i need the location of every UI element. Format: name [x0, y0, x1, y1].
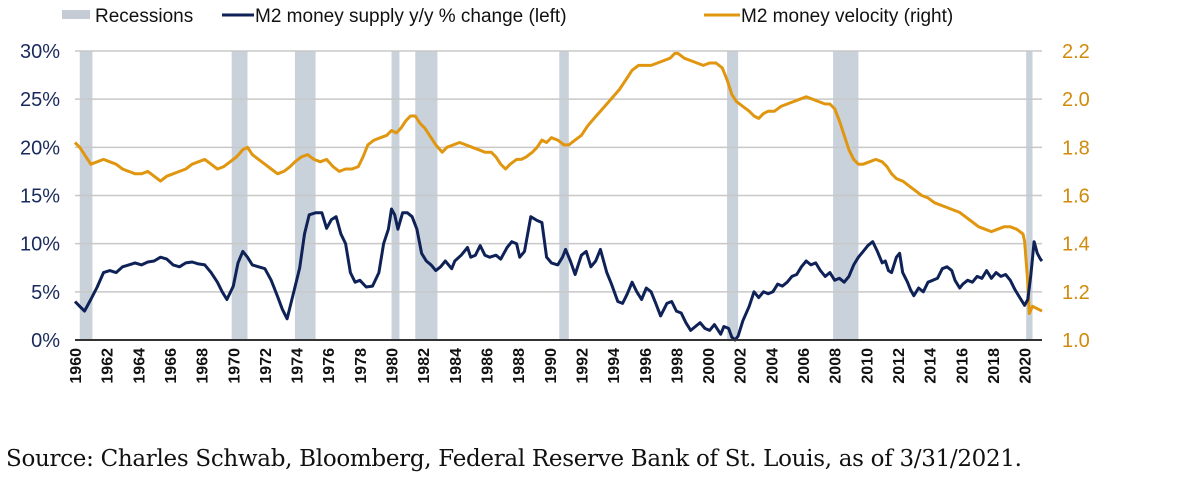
y-axis-right: 1.0 1.2 1.4 1.6 1.8 2.0 2.2 — [1062, 41, 1090, 352]
x-tick-label: 1962 — [100, 348, 117, 384]
x-tick-label: 1992 — [574, 348, 591, 384]
chart: Recessions M2 money supply y/y % change … — [20, 6, 1090, 384]
x-tick-label: 1998 — [669, 348, 686, 384]
x-tick-label: 2006 — [796, 348, 813, 384]
x-tick-label: 1970 — [226, 348, 243, 384]
y-axis-left: 0% 5% 10% 15% 20% 25% 30% — [20, 41, 60, 352]
y-tick-label-left: 10% — [20, 234, 60, 256]
x-tick-label: 1980 — [385, 348, 402, 384]
x-tick-label: 1968 — [195, 348, 212, 384]
series-line-m2-supply — [73, 207, 1044, 342]
x-tick-label: 2020 — [1018, 348, 1035, 384]
y-tick-label-right: 1.2 — [1062, 282, 1090, 304]
x-tick-label: 1974 — [290, 348, 307, 384]
y-tick-label-left: 20% — [20, 137, 60, 159]
y-tick-label-right: 2.0 — [1062, 89, 1090, 111]
x-tick-label: 1978 — [353, 348, 370, 384]
y-tick-label-right: 1.4 — [1062, 234, 1090, 256]
source-note: Source: Charles Schwab, Bloomberg, Feder… — [6, 446, 1022, 472]
x-tick-label: 2002 — [733, 348, 750, 384]
x-tick-label: 1966 — [163, 348, 180, 384]
legend-label-m2-supply: M2 money supply y/y % change (left) — [255, 6, 567, 27]
y-tick-label-left: 25% — [20, 89, 60, 111]
x-tick-label: 2000 — [701, 348, 718, 384]
y-tick-label-right: 2.2 — [1062, 41, 1090, 63]
series-line-m2-velocity — [73, 51, 1043, 315]
x-tick-label: 1984 — [448, 348, 465, 384]
gridlines — [75, 50, 1042, 293]
x-tick-label: 1996 — [638, 348, 655, 384]
x-tick-label: 1960 — [68, 348, 85, 384]
x-tick-label: 1994 — [606, 348, 623, 384]
y-tick-label-left: 0% — [31, 330, 60, 352]
y-tick-label-right: 1.8 — [1062, 137, 1090, 159]
y-tick-label-left: 15% — [20, 186, 60, 208]
legend: Recessions M2 money supply y/y % change … — [62, 6, 953, 27]
legend-swatch-recessions — [62, 10, 90, 19]
legend-label-m2-velocity: M2 money velocity (right) — [741, 6, 953, 27]
series-lines — [73, 51, 1044, 342]
x-tick-label: 2018 — [986, 348, 1003, 384]
y-tick-label-right: 1.6 — [1062, 186, 1090, 208]
legend-label-recessions: Recessions — [95, 6, 193, 27]
x-tick-label: 1982 — [416, 348, 433, 384]
x-tick-label: 2012 — [891, 348, 908, 384]
x-tick-label: 1986 — [479, 348, 496, 384]
x-tick-label: 2010 — [859, 348, 876, 384]
x-tick-label: 2014 — [923, 348, 940, 384]
y-tick-label-left: 5% — [31, 282, 60, 304]
y-tick-label-right: 1.0 — [1062, 330, 1090, 352]
y-tick-label-left: 30% — [20, 41, 60, 63]
x-tick-label: 2008 — [828, 348, 845, 384]
x-tick-label: 1976 — [321, 348, 338, 384]
x-tick-label: 2016 — [954, 348, 971, 384]
x-axis: 1960 1962 1964 1966 1968 1970 1972 1974 1976 1978… — [68, 348, 1035, 384]
x-tick-label: 1964 — [131, 348, 148, 384]
x-tick-label: 1990 — [543, 348, 560, 384]
x-tick-label: 2004 — [764, 348, 781, 384]
x-tick-label: 1988 — [511, 348, 528, 384]
x-tick-label: 1972 — [258, 348, 275, 384]
